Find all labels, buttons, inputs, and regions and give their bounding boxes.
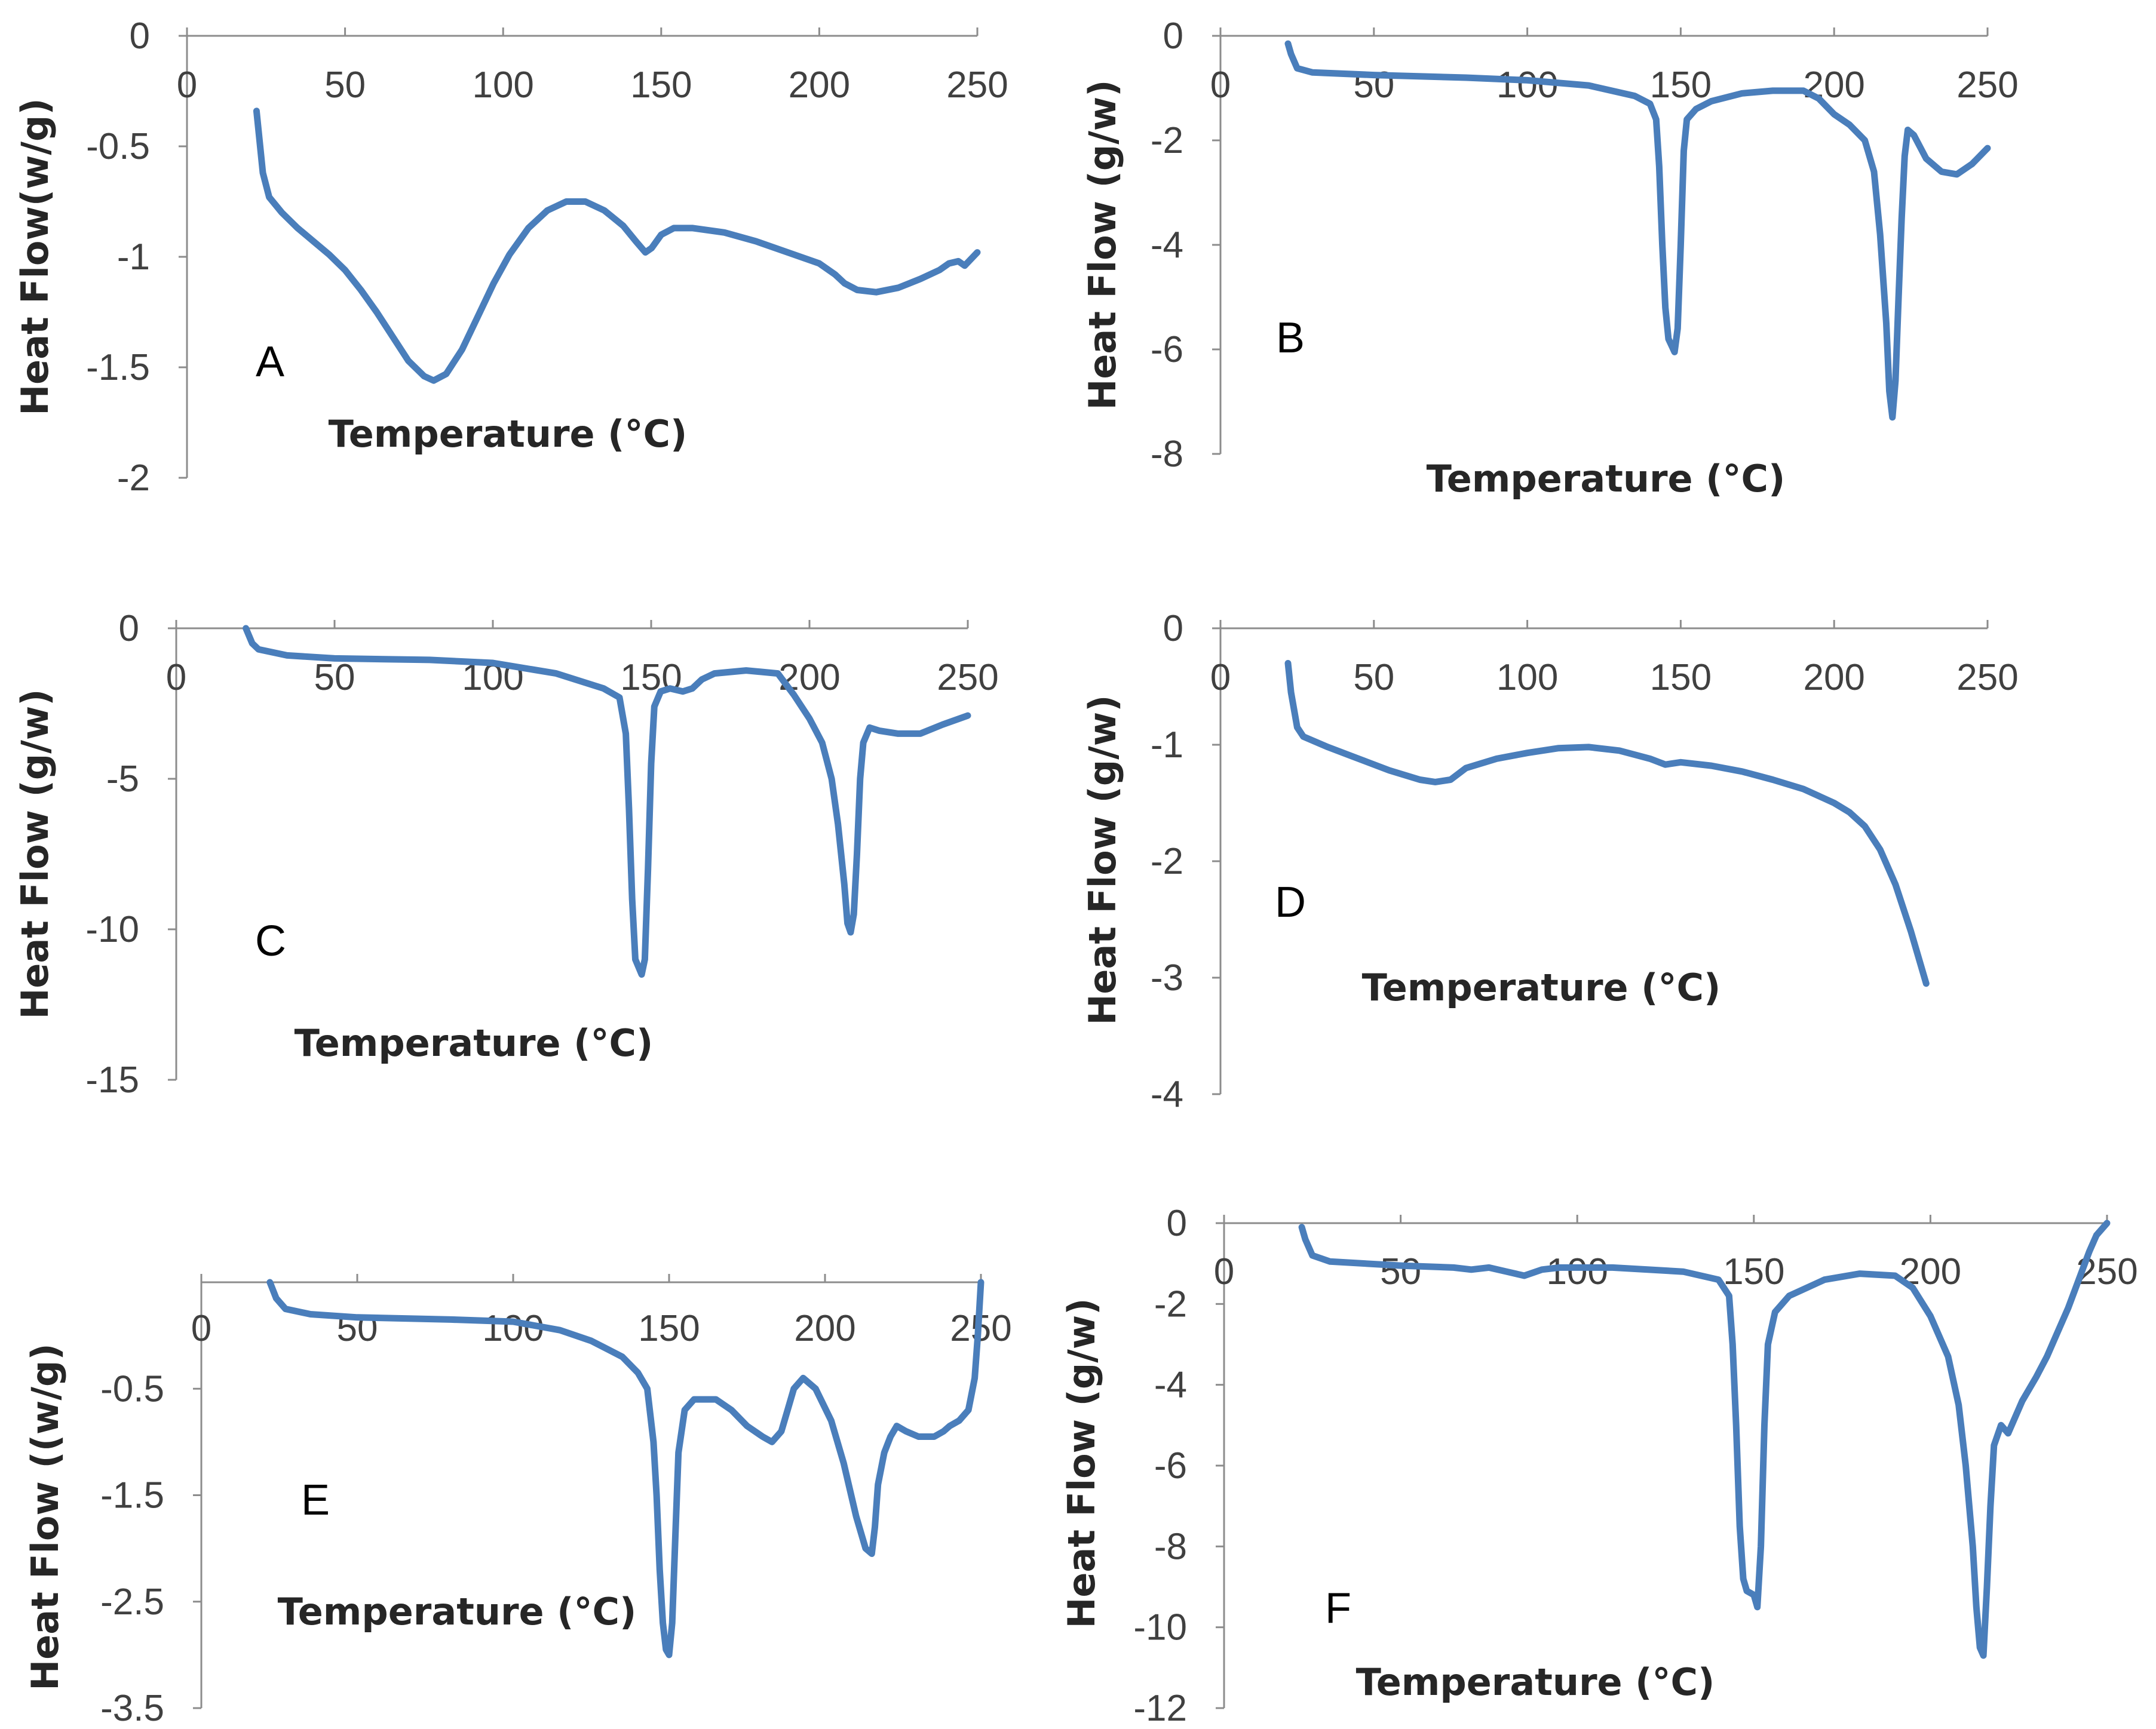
y-tick-label: -6	[1151, 329, 1183, 370]
y-tick-label: -2	[1154, 1283, 1187, 1325]
x-tick-label: 200	[1803, 657, 1864, 698]
x-tick-label: 250	[937, 657, 998, 698]
y-tick-label: -1	[1151, 724, 1183, 766]
y-tick-label: -4	[1154, 1365, 1187, 1406]
y-axis-title: Heat Flow(w/g)	[13, 98, 57, 415]
x-tick-label: 250	[946, 65, 1008, 106]
x-tick-label: 250	[1956, 657, 2018, 698]
x-tick-label: 150	[630, 65, 692, 106]
x-tick-label: 150	[1650, 657, 1712, 698]
y-tick-label: -2	[1151, 841, 1183, 882]
series-line	[1298, 1220, 2111, 1659]
x-tick-label: 0	[1214, 1251, 1234, 1292]
chart-panel-a: 0 50 100 150 200 250 0 -0.5 -1 -1.5 -2 Temperature …	[13, 16, 1008, 499]
y-tick-label: 0	[130, 16, 150, 57]
x-tick-label: 0	[1210, 65, 1231, 106]
x-axis-title: Temperature (°C)	[278, 1590, 637, 1633]
chart-panel-f: 0 50 100 150 200 2500-2-4-6-8-10-12Temperatur…	[1060, 1203, 2138, 1729]
x-axis-title: Temperature (°C)	[295, 1021, 654, 1065]
y-tick-label: -12	[1133, 1688, 1187, 1729]
y-tick-label: -4	[1151, 225, 1183, 266]
x-tick-label: 100	[472, 65, 533, 106]
y-tick-label: -10	[85, 909, 139, 950]
series-line	[1284, 40, 1991, 421]
x-axis-title: Temperature (°C)	[1362, 966, 1721, 1009]
panel-label: B	[1276, 314, 1305, 362]
x-tick-label: 200	[794, 1308, 855, 1349]
y-tick-label: 0	[1167, 1203, 1187, 1244]
x-tick-label: 100	[1496, 657, 1558, 698]
x-tick-label: 0	[166, 657, 186, 698]
x-tick-label: 200	[1803, 65, 1864, 106]
y-tick-label: -0.5	[86, 126, 150, 167]
x-tick-label: 50	[324, 65, 366, 106]
x-tick-label: 50	[1353, 657, 1394, 698]
series-line	[243, 625, 971, 978]
x-tick-label: 150	[638, 1308, 700, 1349]
y-tick-label: -3	[1151, 957, 1183, 999]
series-line	[266, 1279, 985, 1659]
x-tick-label: 0	[191, 1308, 211, 1349]
y-tick-label: -8	[1154, 1526, 1187, 1567]
y-tick-label: -2	[117, 457, 150, 499]
y-tick-label: -4	[1151, 1074, 1183, 1115]
x-axis-title: Temperature (°C)	[329, 412, 688, 456]
x-tick-label: 50	[1353, 65, 1394, 106]
y-tick-label: -10	[1133, 1607, 1187, 1648]
y-tick-label: -3.5	[100, 1688, 164, 1729]
panel-label: F	[1325, 1584, 1351, 1632]
y-tick-label: -5	[106, 758, 139, 800]
y-axis-title: Heat Flow (g/w)	[1060, 1298, 1103, 1628]
y-axis-title: Heat Flow (g/w)	[1081, 79, 1124, 410]
x-tick-label: 100	[1546, 1251, 1608, 1292]
y-tick-label: -6	[1154, 1445, 1187, 1487]
x-axis-title: Temperature (°C)	[1356, 1660, 1715, 1704]
y-tick-label: -0.5	[100, 1368, 164, 1409]
series-line	[1284, 660, 1930, 987]
panel-label: D	[1275, 879, 1306, 926]
x-tick-label: 0	[1210, 657, 1231, 698]
x-tick-label: 150	[1723, 1251, 1784, 1292]
x-axis-title: Temperature (°C)	[1427, 457, 1786, 500]
chart-panel-e: 0 50 100 150 200 250-0.5-1.5-2.5-3.5Temperatu…	[23, 1274, 1012, 1729]
y-tick-label: -1	[117, 237, 150, 278]
y-tick-label: -1.5	[86, 347, 150, 388]
y-tick-label: 0	[1163, 16, 1183, 57]
y-tick-label: -2	[1151, 120, 1183, 161]
y-tick-label: -15	[85, 1059, 139, 1101]
y-axis-title: Heat Flow (g/w)	[1081, 695, 1124, 1025]
y-tick-label: -8	[1151, 434, 1183, 475]
y-axis-title: Heat Flow (g/w)	[13, 689, 57, 1019]
y-tick-label: 0	[119, 608, 139, 649]
y-axis-title: Heat Flow ((w/g)	[23, 1343, 67, 1690]
panel-label: A	[256, 338, 284, 386]
x-tick-label: 0	[177, 65, 197, 106]
y-tick-label: -1.5	[100, 1475, 164, 1516]
panel-label: C	[255, 917, 286, 965]
x-tick-label: 50	[1380, 1251, 1421, 1292]
x-tick-label: 200	[789, 65, 850, 106]
y-tick-label: -2.5	[100, 1581, 164, 1623]
y-tick-label: 0	[1163, 608, 1183, 649]
chart-panel-d: 0 50 100 150 200 250 0 -1 -2 -3 -4 Temperature (°C)…	[1081, 608, 2019, 1115]
x-tick-label: 150	[1650, 65, 1712, 106]
series-line	[253, 108, 981, 384]
x-tick-label: 250	[1956, 65, 2018, 106]
x-tick-label: 50	[314, 657, 355, 698]
panel-label: E	[301, 1476, 330, 1524]
